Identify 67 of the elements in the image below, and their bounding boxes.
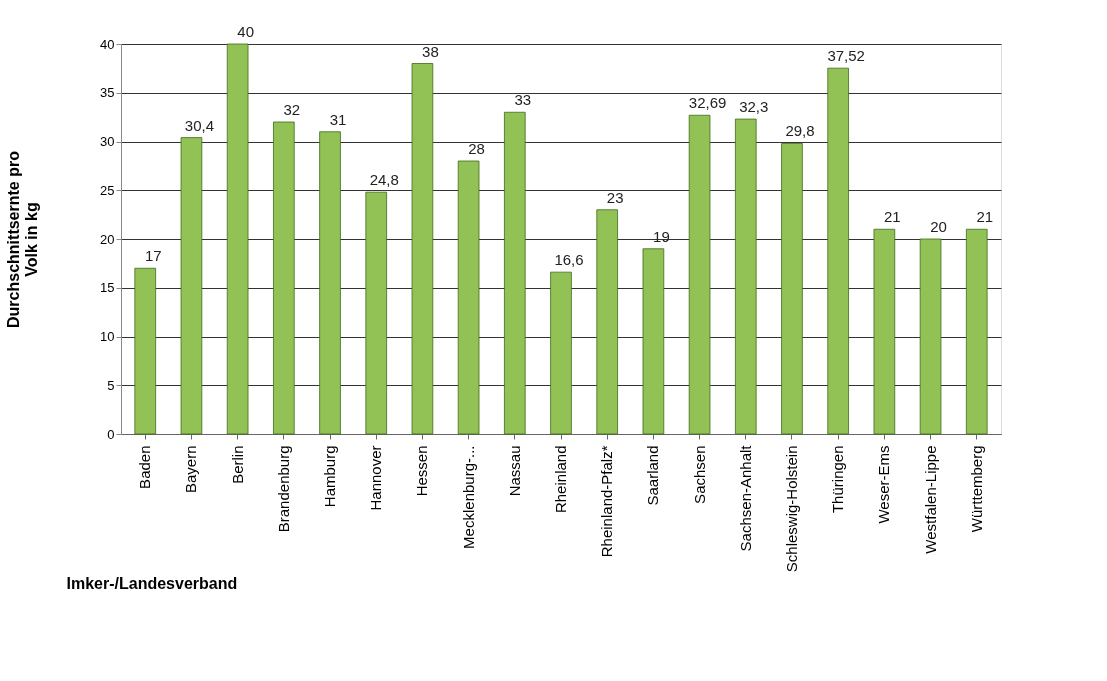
data-label: 21 — [976, 208, 994, 226]
x-tick-label: Hessen — [413, 445, 431, 497]
x-tick-label: Württemberg — [967, 445, 985, 533]
y-tick-label: 5 — [107, 377, 115, 393]
bar — [642, 248, 665, 435]
bar — [781, 143, 803, 435]
data-label: 16,6 — [554, 251, 584, 269]
bar — [965, 228, 988, 435]
bar — [550, 271, 572, 435]
x-tick-label: Sachsen-Anhalt — [736, 444, 754, 552]
bar — [226, 43, 249, 435]
data-label: 40 — [237, 23, 254, 40]
y-tick-label: 25 — [100, 182, 115, 198]
data-label: 38 — [422, 42, 439, 60]
data-label: 32,69 — [688, 94, 727, 112]
y-tick-label: 0 — [107, 426, 115, 442]
x-tick-label: Baden — [136, 445, 154, 489]
data-label: 21 — [884, 208, 901, 226]
x-tick-label: Weser-Ems — [875, 445, 893, 524]
x-tick-label: Rheinland — [552, 445, 569, 514]
bar — [180, 137, 203, 435]
bar — [596, 209, 618, 435]
data-label: 28 — [468, 140, 485, 157]
data-label: 24,8 — [369, 171, 399, 189]
y-tick-label: 35 — [100, 85, 115, 101]
data-label: 33 — [514, 91, 532, 109]
bar — [411, 63, 434, 435]
data-label: 31 — [329, 110, 347, 128]
x-tick-label: Brandenburg — [274, 445, 292, 533]
data-label: 20 — [930, 218, 947, 235]
bar — [919, 238, 942, 435]
y-tick-label: 40 — [100, 36, 115, 52]
bar — [457, 160, 480, 435]
bar — [504, 111, 526, 435]
y-axis-title: Durchschnittsernte pro Volk in kg — [5, 150, 41, 328]
data-label: 29,8 — [785, 122, 815, 140]
bar — [365, 191, 388, 435]
x-tick-label: Berlin — [228, 445, 246, 484]
bar — [134, 267, 157, 435]
x-tick-label: Westfalen-Lippe — [921, 445, 939, 554]
y-tick-label: 20 — [100, 231, 115, 247]
data-label: 32,3 — [739, 98, 769, 116]
bar — [273, 121, 295, 435]
y-tick-label: 10 — [100, 329, 115, 344]
bar — [827, 67, 849, 435]
x-tick-label: Mecklenburg-... — [459, 445, 477, 549]
x-tick-label: Nassau — [505, 445, 523, 497]
x-tick-label: Sachsen — [690, 445, 708, 504]
data-label: 23 — [606, 188, 624, 206]
y-tick-label: 15 — [100, 280, 115, 296]
bar — [688, 114, 711, 435]
bar — [319, 131, 341, 435]
data-label: 37,52 — [827, 47, 865, 65]
x-tick-label: Schleswig-Holstein — [782, 445, 800, 573]
data-label: 30,4 — [184, 116, 215, 134]
x-axis-title: Imker-/Landesverband — [66, 575, 238, 593]
x-tick-label: Hamburg — [321, 445, 339, 508]
x-tick-label: Saarland — [644, 445, 662, 506]
bar — [734, 118, 757, 435]
x-tick-label: Bayern — [182, 445, 200, 494]
x-tick-label: Rheinland-Pfalz* — [598, 445, 616, 558]
x-tick-label: Hannover — [367, 445, 385, 511]
y-tick-label: 30 — [100, 134, 115, 149]
bar — [873, 228, 896, 435]
x-tick-label: Thüringen — [829, 445, 847, 514]
data-label: 17 — [144, 247, 162, 265]
data-label: 32 — [283, 101, 301, 118]
